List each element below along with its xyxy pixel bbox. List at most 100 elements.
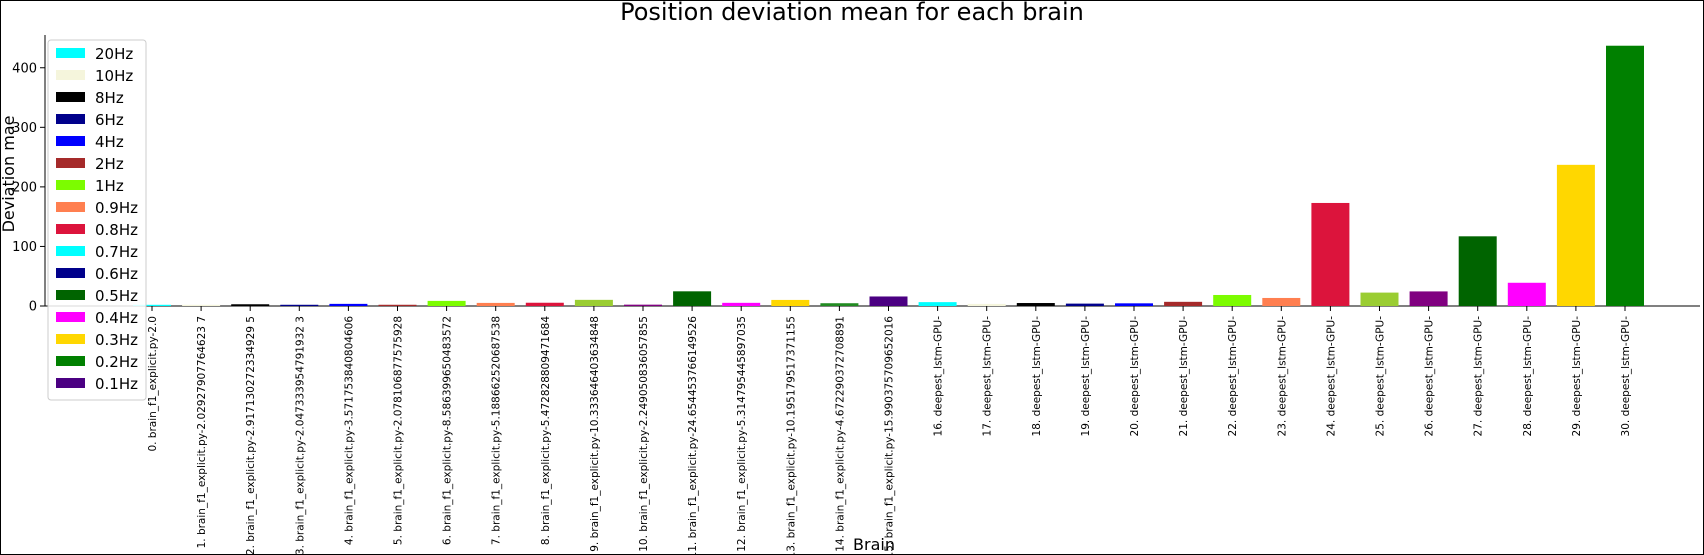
x-tick-label: 4. brain_f1_explicit.py-3.57175384080460… — [343, 316, 355, 545]
bar-24 — [1311, 202, 1350, 306]
bar-17 — [967, 303, 1006, 306]
x-tick-label: 2. brain_f1_explicit.py-2.91713027233492… — [245, 316, 257, 555]
legend-label: 0.9Hz — [95, 199, 138, 217]
x-tick-label: 10. brain_f1_explicit.py-2.2490508360578… — [638, 316, 650, 552]
legend-label: 0.3Hz — [95, 331, 138, 349]
legend-label: 2Hz — [95, 155, 124, 173]
x-tick-label: 26. deepest_lstm-GPU- — [1424, 316, 1436, 437]
x-tick-label: 13. brain_f1_explicit.py-10.195179517371… — [785, 316, 797, 555]
bar-18 — [1016, 303, 1055, 306]
legend-label: 0.4Hz — [95, 309, 138, 327]
x-tick-label: 19. deepest_lstm-GPU- — [1080, 316, 1092, 437]
legend-swatch — [56, 202, 85, 212]
legend-swatch — [56, 268, 85, 278]
legend-label: 4Hz — [95, 133, 124, 151]
x-tick-label: 8. brain_f1_explicit.py-5.47282880947168… — [540, 316, 552, 545]
x-tick-label: 28. deepest_lstm-GPU- — [1522, 316, 1534, 437]
bar-20 — [1115, 303, 1153, 306]
bar-25 — [1360, 292, 1399, 306]
bar-2 — [231, 304, 270, 306]
x-tick-label: 30. deepest_lstm-GPU- — [1620, 316, 1632, 437]
bar-27 — [1458, 236, 1497, 306]
x-tick-label: 25. deepest_lstm-GPU- — [1375, 316, 1387, 437]
bar-3 — [280, 304, 319, 306]
bar-1 — [182, 304, 221, 306]
bar-11 — [673, 291, 712, 306]
legend-swatch — [56, 312, 85, 322]
bar-5 — [378, 304, 417, 306]
x-tick-label: 29. deepest_lstm-GPU- — [1571, 316, 1583, 437]
bar-19 — [1065, 303, 1104, 306]
legend-swatch — [56, 48, 85, 58]
bar-6 — [427, 300, 466, 306]
legend-label: 1Hz — [95, 177, 124, 195]
legend-swatch — [56, 246, 85, 256]
bar-16 — [918, 302, 957, 306]
legend-label: 0.6Hz — [95, 265, 138, 283]
bar-10 — [624, 304, 662, 306]
legend-swatch — [56, 70, 85, 80]
y-tick-label: 300 — [12, 121, 37, 136]
bar-4 — [329, 303, 368, 306]
legend-swatch — [56, 224, 85, 234]
x-tick-label: 15. brain_f1_explicit.py-15.990375709652… — [884, 316, 896, 555]
bar-23 — [1262, 297, 1301, 306]
x-tick-label: 17. deepest_lstm-GPU- — [982, 316, 994, 437]
bar-14 — [820, 303, 859, 306]
legend: 20Hz 10Hz 8Hz 6Hz 4Hz 2Hz 1Hz 0.9Hz 0.8Hz 0.7Hz 0.… — [47, 39, 147, 401]
bar-0 — [133, 304, 171, 306]
x-tick-label: 1. brain_f1_explicit.py-2.02927907764623… — [196, 316, 208, 548]
y-ticks: 0 100 200 300 400 — [12, 61, 45, 315]
legend-swatch — [56, 114, 85, 124]
x-tick-label: 27. deepest_lstm-GPU- — [1473, 316, 1485, 437]
bar-7 — [476, 302, 515, 306]
x-tick-label: 16. deepest_lstm-GPU- — [933, 316, 945, 437]
chart-title: Position deviation mean for each brain — [620, 0, 1084, 26]
x-tick-label: 23. deepest_lstm-GPU- — [1276, 316, 1288, 437]
x-tick-label: 22. deepest_lstm-GPU- — [1227, 316, 1239, 437]
bar-21 — [1164, 301, 1203, 306]
legend-label: 0.1Hz — [95, 375, 138, 393]
legend-label: 0.8Hz — [95, 221, 138, 239]
bar-15 — [869, 296, 908, 306]
legend-swatch — [56, 334, 85, 344]
x-tick-label: 7. brain_f1_explicit.py-5.18866252068753… — [491, 316, 503, 545]
x-tick-label: 24. deepest_lstm-GPU- — [1325, 316, 1337, 437]
x-tick-label: 12. brain_f1_explicit.py-5.3147954458970… — [736, 316, 748, 552]
legend-swatch — [56, 158, 85, 168]
y-tick-label: 0 — [29, 300, 37, 315]
bar-8 — [525, 302, 564, 306]
legend-label: 20Hz — [95, 45, 133, 63]
y-tick-label: 200 — [12, 180, 37, 195]
legend-label: 0.5Hz — [95, 287, 138, 305]
bar-29 — [1556, 164, 1595, 306]
x-tick-label: 0. brain_f1_explicit.py-2.0 — [147, 316, 159, 452]
x-tick-label: 11. brain_f1_explicit.py-24.654453766149… — [687, 316, 699, 555]
x-tick-label: 9. brain_f1_explicit.py-10.3336464036348… — [589, 316, 601, 552]
legend-label: 8Hz — [95, 89, 124, 107]
legend-swatch — [56, 356, 85, 366]
bar-28 — [1507, 282, 1546, 306]
legend-label: 10Hz — [95, 67, 133, 85]
x-axis-label: Brain — [853, 535, 895, 554]
legend-swatch — [56, 180, 85, 190]
x-tick-label: 14. brain_f1_explicit.py-4.6722903727088… — [834, 316, 846, 552]
bar-12 — [722, 302, 761, 306]
legend-box — [47, 39, 147, 401]
x-tick-label: 5. brain_f1_explicit.py-2.07810687757592… — [393, 316, 405, 545]
x-ticks: 0. brain_f1_explicit.py-2.0 1. brain_f1_e… — [147, 306, 1632, 555]
legend-label: 0.7Hz — [95, 243, 138, 261]
bar-9 — [574, 299, 613, 306]
x-tick-label: 6. brain_f1_explicit.py-8.58639965048357… — [442, 316, 454, 545]
x-tick-label: 18. deepest_lstm-GPU- — [1031, 316, 1043, 437]
legend-swatch — [56, 136, 85, 146]
plot-axes — [44, 35, 1700, 307]
x-tick-label: 3. brain_f1_explicit.py-2.04733395479193… — [294, 316, 306, 555]
x-tick-label: 21. deepest_lstm-GPU- — [1178, 316, 1190, 437]
legend-label: 0.2Hz — [95, 353, 138, 371]
bar-26 — [1409, 291, 1448, 306]
bar-22 — [1213, 294, 1252, 306]
bars — [133, 45, 1644, 306]
y-tick-label: 100 — [12, 240, 37, 255]
bar-30 — [1606, 45, 1644, 306]
